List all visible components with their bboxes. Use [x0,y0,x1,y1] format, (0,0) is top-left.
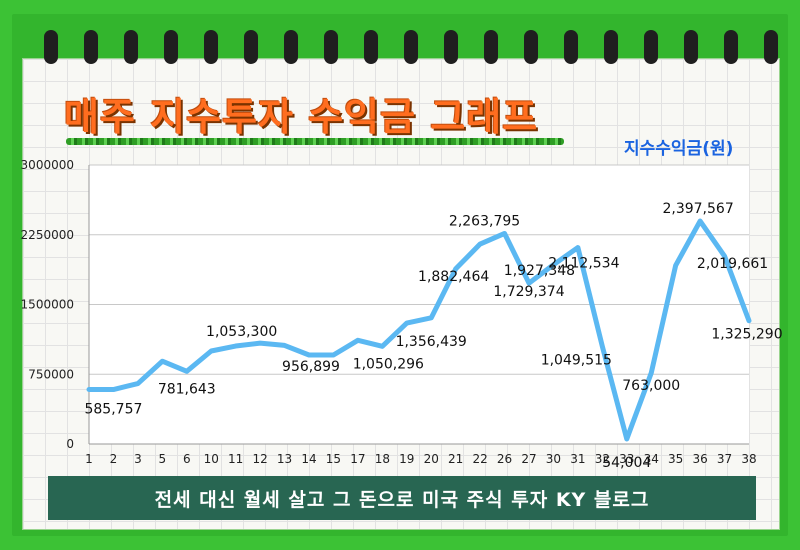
x-tick-label: 36 [692,452,707,466]
binding-ring [684,30,698,64]
x-tick-label: 10 [204,452,219,466]
data-label: 2,263,795 [449,213,520,229]
footer-text: 전세 대신 월세 살고 그 돈으로 미국 주식 투자 KY 블로그 [154,488,650,511]
data-label: 2,112,534 [548,256,619,272]
x-tick-label: 13 [277,452,292,466]
x-tick-label: 5 [159,452,167,466]
data-label: 585,757 [84,402,142,418]
binding-ring [724,30,738,64]
binding-ring [244,30,258,64]
data-label: 956,899 [282,359,340,375]
x-tick-label: 15 [326,452,341,466]
x-tick-label: 21 [448,452,463,466]
data-label: 1,356,439 [396,334,467,350]
data-label: 763,000 [622,378,680,394]
x-tick-label: 19 [399,452,414,466]
y-tick-label: 0 [66,437,74,451]
binding-ring [124,30,138,64]
binding-ring [764,30,778,64]
y-unit-label: 지수수익금(원) [624,139,734,159]
x-tick-label: 14 [301,452,316,466]
x-tick-label: 34 [644,452,659,466]
x-tick-label: 38 [741,452,756,466]
x-tick-label: 31 [570,452,585,466]
footer-banner: 전세 대신 월세 살고 그 돈으로 미국 주식 투자 KY 블로그 [48,476,756,520]
data-label: 1,927,348 [504,263,575,279]
binding-ring [324,30,338,64]
binding-ring [44,30,58,64]
title-underline [66,138,564,145]
y-tick-label: 1500000 [21,298,74,312]
x-tick-label: 1 [85,452,93,466]
x-tick-label: 37 [717,452,732,466]
x-tick-label: 3 [134,452,142,466]
y-tick-label: 3000000 [21,158,74,172]
x-tick-label: 6 [183,452,191,466]
binding-ring [524,30,538,64]
binding-ring [484,30,498,64]
data-label: 1,729,374 [493,284,564,300]
chart-title: 매주 지수투자 수익금 그래프 [64,95,539,139]
data-label: 781,643 [158,381,216,397]
binding-ring [164,30,178,64]
y-tick-label: 2250000 [21,228,74,242]
x-tick-label: 30 [546,452,561,466]
data-label: 1,049,515 [541,352,612,368]
data-label: 54,004 [602,455,651,471]
y-tick-label: 750000 [28,367,74,381]
binding-ring [604,30,618,64]
x-tick-label: 27 [521,452,536,466]
data-label: 1,882,464 [418,269,489,285]
data-label: 1,325,290 [711,327,782,343]
x-tick-label: 33 [619,452,634,466]
x-tick-label: 32 [595,452,610,466]
binding-ring [364,30,378,64]
x-tick-label: 18 [375,452,390,466]
data-label: 2,019,661 [697,256,768,272]
binding-ring [564,30,578,64]
data-label: 1,050,296 [353,356,424,372]
data-label: 2,397,567 [662,201,733,217]
x-tick-label: 20 [424,452,439,466]
x-tick-label: 35 [668,452,683,466]
binding-ring [404,30,418,64]
binding-ring [284,30,298,64]
x-tick-label: 2 [110,452,118,466]
binding-ring [84,30,98,64]
binding-ring [204,30,218,64]
x-tick-label: 12 [252,452,267,466]
binding-ring [444,30,458,64]
x-tick-label: 26 [497,452,512,466]
binding-ring [644,30,658,64]
x-tick-label: 22 [472,452,487,466]
x-tick-label: 17 [350,452,365,466]
x-tick-label: 11 [228,452,243,466]
series-line [86,218,752,442]
spiral-binding [0,30,800,70]
data-label: 1,053,300 [206,324,277,340]
